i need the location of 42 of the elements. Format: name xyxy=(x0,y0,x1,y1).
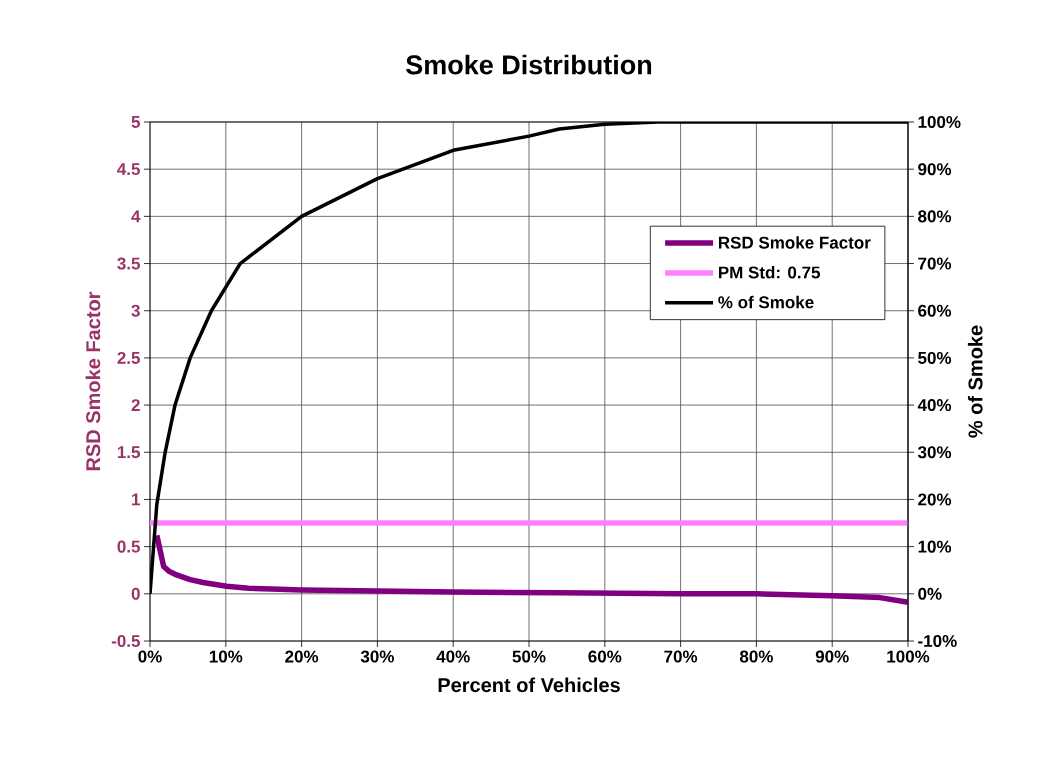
x-tick-label: 0% xyxy=(138,650,162,663)
y2-tick-label: 30% xyxy=(917,446,952,459)
y2-tick-label: -10% xyxy=(918,634,957,648)
y-tick-label: 4 xyxy=(131,210,141,223)
y2-tick-label: 70% xyxy=(918,257,952,270)
y2-tick-label: 60% xyxy=(918,304,952,317)
y2-tick-label: 40% xyxy=(917,399,952,412)
y-tick-label: 3.5 xyxy=(117,257,140,270)
y2-tick-label: 0% xyxy=(918,587,942,600)
y2-axis-title: % of Smoke xyxy=(967,325,983,438)
y-axis-title: RSD Smoke Factor xyxy=(85,291,101,471)
x-tick-label: 10% xyxy=(209,650,243,663)
legend-label: RSD Smoke Factor xyxy=(718,236,871,249)
legend-label: PM Std: 0.75 xyxy=(718,266,821,279)
y2-tick-label: 20% xyxy=(918,493,952,506)
x-tick-label: 40% xyxy=(436,650,470,663)
y-tick-label: 3 xyxy=(131,304,140,317)
y-tick-label: 1.5 xyxy=(117,446,140,459)
y2-tick-label: 50% xyxy=(918,351,952,364)
y-tick-label: 1 xyxy=(132,493,140,506)
y2-tick-label: 90% xyxy=(918,163,952,176)
x-tick-label: 90% xyxy=(815,650,849,663)
y2-tick-label: 80% xyxy=(918,210,952,223)
y-tick-label: -0.5 xyxy=(111,634,140,648)
y2-tick-label: 100% xyxy=(918,115,961,129)
y-tick-label: 0.5 xyxy=(117,540,140,553)
x-axis-title: Percent of Vehicles xyxy=(438,677,620,693)
x-tick-label: 20% xyxy=(285,650,319,663)
x-tick-label: 80% xyxy=(739,650,773,663)
x-tick-label: 70% xyxy=(664,650,698,663)
y-tick-label: 2.5 xyxy=(117,351,140,364)
y2-tick-label: 10% xyxy=(918,540,952,553)
y-tick-label: 2 xyxy=(131,399,140,412)
legend-label: % of Smoke xyxy=(718,295,814,309)
y-tick-label: 4.5 xyxy=(117,163,140,176)
x-tick-label: 30% xyxy=(360,650,394,663)
x-tick-label: 50% xyxy=(512,650,546,663)
y-tick-label: 0 xyxy=(131,587,140,600)
x-tick-label: 100% xyxy=(887,650,930,663)
x-tick-label: 60% xyxy=(588,650,622,663)
chart-title: Smoke Distribution xyxy=(406,54,652,75)
y-tick-label: 5 xyxy=(131,116,140,128)
